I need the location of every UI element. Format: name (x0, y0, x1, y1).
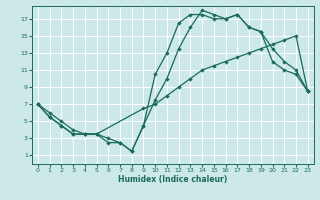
X-axis label: Humidex (Indice chaleur): Humidex (Indice chaleur) (118, 175, 228, 184)
